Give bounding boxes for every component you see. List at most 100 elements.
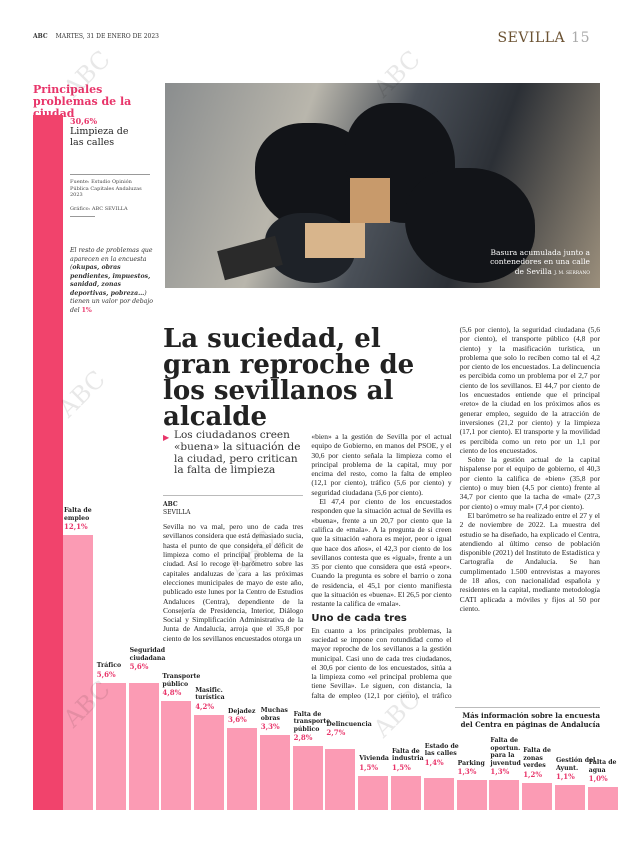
chart-bar [587,787,618,810]
category-label: Falta de agua [588,759,617,774]
category-label: Gestión del Ayunt. [556,757,596,772]
chart-bar [522,782,553,810]
graphic-note: El resto de problemas que aparecen en la… [70,247,160,315]
chart-bar-label: Falta de transporte público 2,8% [294,711,334,742]
chart-bar-label: Gestión del Ayunt. 1,1% [556,757,596,781]
category-label: Dejadez [228,707,256,715]
category-label: Muchas obras [260,707,288,722]
value-label: 1,4% [424,757,444,767]
chart-bar [423,778,454,810]
value-label: 3,3% [260,722,280,732]
category-label: Falta de empleo [64,507,92,522]
value-label: 1,5% [359,762,379,772]
paragraph-2: El 47,4 por ciento de los encuestados re… [311,497,452,609]
date: MARTES, 31 DE ENERO DE 2023 [55,33,159,40]
chart-bar [456,780,487,810]
paragraph-3: En cuanto a los principales problemas, l… [311,325,600,700]
chart-bar-label: Falta de empleo 12,1% [64,507,104,531]
category-label: Falta de zonas verdes [523,747,551,770]
category-label: Seguridad ciudadana [129,647,166,662]
note-text-end: ) tienen un valor por debajo del [70,289,154,314]
chart-bar [161,701,192,810]
subheadline: ▶ Los ciudadanos creen «buena» la situaci… [163,429,303,477]
subhead-text: Los ciudadanos creen «buena» la situació… [174,429,301,477]
graphic-source: Fuente: Estudio Opinión Pública Capitale… [70,174,150,199]
chart-bar [194,714,225,810]
chart-bar-label: Estado de las calles 1,4% [425,743,465,767]
chart-bar-label: Parking 1,3% [458,760,498,776]
category-label: Transporte público [162,673,201,688]
category-label: Estado de las calles [424,742,459,758]
graphic-credit: Gráfico: ABC SEVILLA [70,206,128,217]
category-label: Delincuencia [326,720,372,728]
value-label: 1,0% [588,774,608,784]
section-header: SEVILLA 15 [498,30,590,46]
value-label: 1,3% [457,767,477,777]
chart-bar-label: Falta de zonas verdes 1,2% [523,747,563,778]
paragraph-1: Sevilla no va mal, pero uno de cada tres… [163,325,452,705]
category-label: Parking [457,759,485,767]
chart-bar-label: Seguridad ciudadana 5,6% [130,647,170,671]
chart-bar-label: Falta de oportun. para la juventud 1,3% [490,737,530,776]
chart-bar [489,780,520,810]
article-body: ▶ Los ciudadanos creen «buena» la situaci… [163,325,600,705]
chart-bar [292,746,323,810]
byline: ABC SEVILLA [163,495,304,516]
value-label: 5,6% [129,662,149,672]
category-label: Falta de transporte público [293,710,331,733]
chart-bar [227,728,257,810]
value-label: 2,7% [326,728,346,738]
more-info-link[interactable]: Más información sobre la encuesta del Ce… [455,707,600,729]
chart-bar [95,682,126,810]
chart-bar [555,785,585,810]
value-label: 1,3% [490,767,510,777]
subtitle: Uno de cada tres [311,612,407,624]
headline: La suciedad, el gran reproche de los sev… [163,324,415,432]
chart-bar-limpieza [33,115,63,810]
photo-credit: J. M. SERRANO [554,270,590,276]
chart-bar-label: Masific. turística 4,2% [195,687,235,711]
category-label: Falta de oportun. para la juventud [490,737,521,767]
category-label: Masific. turística [195,686,225,702]
paragraph-5: El barómetro se ha realizado entre el 27… [459,510,600,613]
chart-bar-label: Vivienda 1,5% [359,755,399,771]
chart-top-label: Limpieza de las calles [70,126,165,148]
byline-brand: ABC [163,501,178,509]
chart-bar-label: Muchas obras 3,3% [261,707,301,731]
news-photo: Basura acumulada junto a contenedores en… [165,83,600,288]
chart-bar-label: Transporte público 4,8% [162,673,202,697]
category-label: Tráfico [96,662,122,670]
article-lead: ▶ Los ciudadanos creen «buena» la situaci… [163,325,304,516]
chart-bar-label: Tráfico 5,6% [97,662,137,678]
chart-bar [259,735,290,810]
note-text: El resto de problemas que aparecen en la… [70,247,153,271]
chart-bar [128,682,159,810]
chart-bar-label: Delincuencia 2,7% [326,721,371,738]
paragraph-4: Sobre la gestión actual de la capital hi… [459,455,600,511]
chart-bar [391,775,421,810]
category-label: Vivienda [359,755,389,763]
value-label: 3,6% [228,715,247,725]
category-label: Falta de industria [392,747,424,763]
triangle-bullet-icon: ▶ [163,433,170,442]
chart-bar-label: Falta de industria 1,5% [392,748,432,772]
chart-bar-label: Falta de agua 1,0% [589,759,620,783]
value-label: 1,2% [523,769,543,779]
note-pct: 1% [81,306,92,314]
page-number: 15 [571,30,590,46]
byline-place: SEVILLA [163,508,191,516]
value-label: 12,1% [64,522,88,532]
photo-caption: Basura acumulada junto a contenedores en… [480,248,590,279]
chart-bar [63,535,93,810]
value-label: 4,8% [162,688,182,698]
chart-top-pct: 30,6% [70,116,98,126]
section-name: SEVILLA [497,30,566,46]
caption-text: Basura acumulada junto a contenedores en… [490,247,590,276]
value-label: 1,5% [392,762,411,772]
page-header-left: ABC MARTES, 31 DE ENERO DE 2023 [33,33,159,40]
value-label: 2,8% [293,733,313,743]
value-label: 4,2% [195,701,215,711]
value-label: 1,1% [556,772,575,782]
chart-bar-label: Dejadez 3,6% [228,708,268,724]
chart-bar [358,775,389,810]
